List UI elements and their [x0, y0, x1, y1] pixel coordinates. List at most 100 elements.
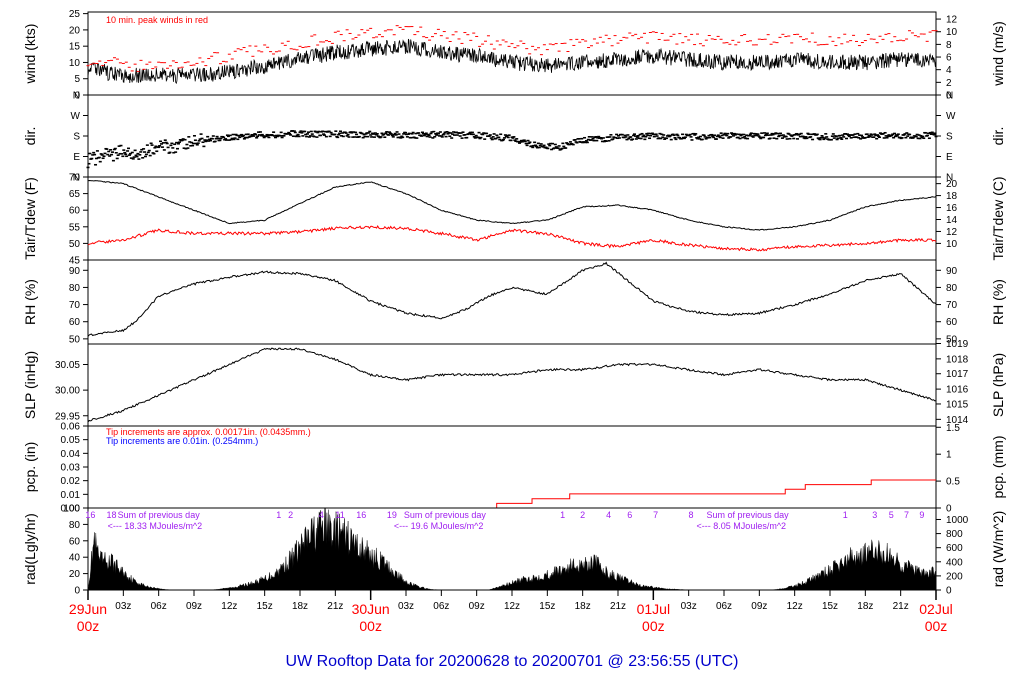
day-date-label: 02Jul	[919, 601, 952, 617]
x-tick-label: 03z	[398, 601, 414, 612]
hour-mark: 16	[356, 510, 366, 520]
x-tick-label: 12z	[504, 601, 520, 612]
hour-mark: 6	[627, 510, 632, 520]
figure-title: UW Rooftop Data for 20200628 to 20200701…	[286, 653, 739, 670]
hour-mark: 7	[904, 510, 909, 520]
right-tick-label: 1015	[946, 399, 969, 410]
radiation-area	[87, 507, 937, 591]
right-tick-label: 0.5	[946, 477, 960, 488]
panel-frame-rh	[87, 259, 937, 345]
x-tick-label: 06z	[433, 601, 449, 612]
right-tick-label: N	[946, 91, 953, 102]
x-tick-label: 15z	[257, 601, 273, 612]
right-tick-label: 18	[946, 191, 958, 202]
right-tick-label: 2	[946, 78, 952, 89]
left-tick-label: 0.05	[61, 435, 81, 446]
left-tick-label: 60	[69, 536, 81, 547]
left-tick-label: 60	[69, 317, 81, 328]
panel-frame-slp	[87, 343, 937, 427]
left-tick-label: 25	[69, 9, 81, 20]
left-tick-label: N	[73, 91, 80, 102]
x-tick-label: 03z	[115, 601, 131, 612]
hour-mark: 19	[387, 510, 397, 520]
right-tick-label: 1	[946, 450, 952, 461]
hour-mark: 16	[85, 510, 95, 520]
left-tick-label: 65	[69, 189, 81, 200]
right-tick-label: 12	[946, 227, 958, 238]
sum-label: Sum of previous day	[707, 510, 790, 520]
left-tick-label: S	[73, 132, 80, 143]
day-time-label: 00z	[642, 618, 665, 634]
day-time-label: 00z	[77, 618, 100, 634]
hour-mark: 2	[288, 510, 293, 520]
y-axis-label-right: rad (W/m^2)	[990, 511, 1006, 588]
left-tick-label: 70	[69, 300, 81, 311]
daily-sum: <--- 18.33 MJoules/m^2	[108, 521, 203, 531]
series-line-wind-0	[87, 38, 937, 85]
right-tick-label: 10	[946, 239, 958, 250]
series-line-rh-0	[87, 261, 937, 337]
right-tick-label: 200	[946, 571, 963, 582]
right-tick-label: 1018	[946, 354, 969, 365]
right-tick-label: 12	[946, 15, 958, 26]
right-tick-label: 1.5	[946, 423, 960, 434]
day-time-label: 00z	[925, 618, 948, 634]
day-date-label: 29Jun	[69, 601, 107, 617]
hour-mark: 18	[107, 510, 117, 520]
left-tick-label: 29.95	[55, 411, 80, 422]
right-tick-label: 60	[946, 317, 958, 328]
panel-rad: 02040608010002004006008001000rad(Lgly/hr…	[22, 504, 1006, 597]
left-tick-label: 50	[69, 239, 81, 250]
x-tick-label: 09z	[186, 601, 202, 612]
x-tick-label: 18z	[292, 601, 308, 612]
hour-mark: 2	[580, 510, 585, 520]
y-axis-label-right: pcp. (mm)	[990, 436, 1006, 499]
series-line-temp-0	[87, 179, 937, 231]
x-tick-label: 15z	[822, 601, 838, 612]
panel-rh: 50 60 70 80 90 50 60 70 80 90 RH (%) RH (%)	[22, 259, 1006, 345]
right-tick-label: 14	[946, 215, 958, 226]
right-tick-label: 1019	[946, 339, 969, 350]
hour-mark: 11	[335, 510, 344, 520]
right-tick-label: 0	[946, 91, 952, 102]
x-tick-label: 21z	[327, 601, 343, 612]
left-tick-label: 0.04	[61, 449, 81, 460]
left-tick-label: 0.02	[61, 476, 81, 487]
left-tick-label: N	[73, 173, 80, 184]
hour-mark: 4	[319, 510, 324, 520]
right-tick-label: 800	[946, 529, 963, 540]
left-tick-label: 0.01	[61, 490, 81, 501]
y-axis-label-right: RH (%)	[990, 279, 1006, 325]
x-tick-label: 18z	[857, 601, 873, 612]
x-tick-label: 21z	[610, 601, 626, 612]
day-date-label: 01Jul	[637, 601, 670, 617]
left-tick-label: 0.03	[61, 463, 81, 474]
left-tick-label: E	[73, 152, 80, 163]
y-axis-label-right: Tair/Tdew (C)	[990, 176, 1006, 260]
x-tick-label: 21z	[893, 601, 909, 612]
right-tick-label: 90	[946, 266, 958, 277]
x-tick-label: 09z	[469, 601, 485, 612]
left-tick-label: 10	[69, 58, 81, 69]
x-tick-label: 12z	[787, 601, 803, 612]
left-tick-label: 45	[69, 256, 81, 267]
hour-mark: 9	[919, 510, 924, 520]
right-tick-label: 20	[946, 179, 958, 190]
left-tick-label: 0.06	[61, 422, 81, 433]
x-tick-label: 18z	[575, 601, 591, 612]
x-tick-label: 15z	[539, 601, 555, 612]
hour-mark: 8	[689, 510, 694, 520]
hour-mark: 1	[843, 510, 848, 520]
left-tick-label: 15	[69, 42, 81, 53]
left-tick-label: 0	[74, 586, 80, 597]
right-tick-label: 10	[946, 27, 958, 38]
right-tick-label: 6	[946, 53, 952, 64]
left-tick-label: 80	[69, 520, 81, 531]
left-tick-label: 40	[69, 553, 81, 564]
sum-label: Sum of previous day	[404, 510, 487, 520]
left-tick-label: 100	[63, 504, 80, 515]
